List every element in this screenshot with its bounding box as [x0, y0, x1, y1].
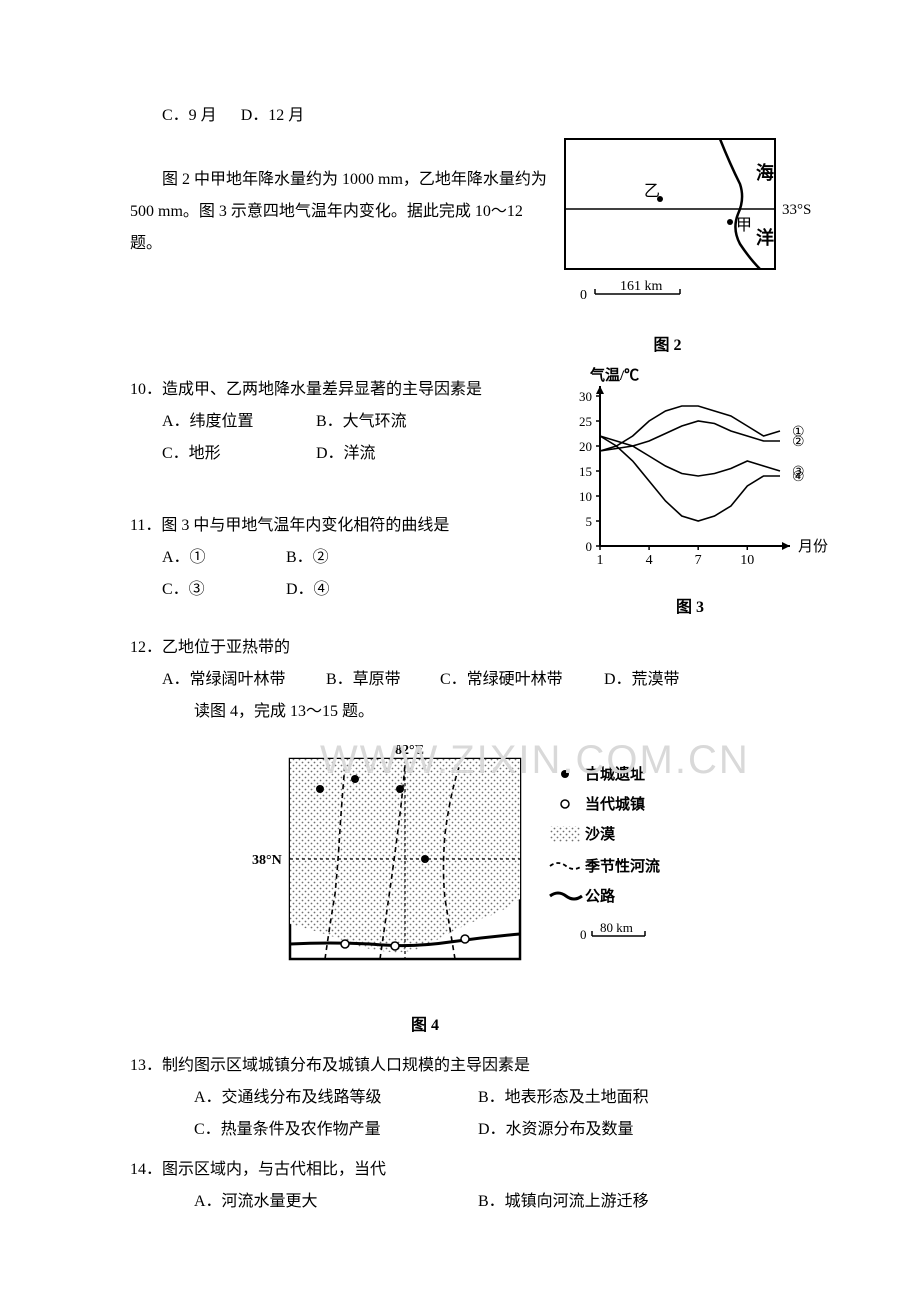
svg-text:10: 10: [579, 489, 592, 504]
figure-4-caption: 图 4: [290, 1010, 560, 1042]
svg-text:季节性河流: 季节性河流: [585, 857, 660, 875]
svg-text:古城遗址: 古城遗址: [585, 765, 645, 783]
svg-text:33°S: 33°S: [782, 202, 811, 218]
figure-2: 乙 甲 海 洋 33°S 0 161 km: [560, 134, 830, 314]
svg-text:5: 5: [586, 514, 593, 529]
q12-d: D．荒漠带: [604, 671, 680, 688]
svg-text:当代城镇: 当代城镇: [585, 795, 645, 813]
svg-text:1: 1: [597, 553, 604, 568]
q12-b: B．草原带: [326, 664, 436, 696]
svg-text:10: 10: [740, 553, 754, 568]
figure-4: 82°E 38°N 古城遗址 当代城镇 沙漠: [250, 734, 710, 994]
q13-stem: 13．制约图示区域城镇分布及城镇人口规模的主导因素是: [130, 1050, 830, 1082]
figure-2-caption: 图 2: [560, 330, 775, 362]
q12-stem: 12．乙地位于亚热带的: [130, 632, 830, 664]
q13-c: C．热量条件及农作物产量: [194, 1114, 474, 1146]
passage-2: 读图 4，完成 13～15 题。: [130, 696, 830, 728]
svg-text:4: 4: [646, 553, 653, 568]
svg-text:30: 30: [579, 389, 592, 404]
svg-text:80 km: 80 km: [600, 920, 633, 935]
q13-opts-2: C．热量条件及农作物产量 D．水资源分布及数量: [130, 1114, 830, 1146]
svg-text:月份: 月份: [798, 538, 828, 555]
q11-c: C．③: [162, 574, 282, 606]
svg-text:82°E: 82°E: [395, 743, 424, 758]
q13-a: A．交通线分布及线路等级: [194, 1082, 474, 1114]
svg-text:15: 15: [579, 464, 592, 479]
svg-text:公路: 公路: [585, 887, 616, 905]
q14-b: B．城镇向河流上游迁移: [478, 1193, 649, 1210]
q11-d: D．④: [286, 581, 330, 598]
figure-3: 气温/℃ 051015202530 14710 月份 ①②③④: [550, 366, 830, 576]
q14-a: A．河流水量更大: [194, 1186, 474, 1218]
q13-opts-1: A．交通线分布及线路等级 B．地表形态及土地面积: [130, 1082, 830, 1114]
q10-a: A．纬度位置: [162, 406, 312, 438]
q10-stem: 10．造成甲、乙两地降水量差异显著的主导因素是: [130, 374, 540, 406]
svg-text:25: 25: [579, 414, 592, 429]
opt-c: C．9 月: [162, 107, 217, 124]
q10-c: C．地形: [162, 438, 312, 470]
svg-text:④: ④: [792, 470, 805, 485]
q10-opts-1: A．纬度位置 B．大气环流: [130, 406, 540, 438]
q10-b: B．大气环流: [316, 413, 407, 430]
svg-text:沙漠: 沙漠: [585, 825, 616, 843]
passage-1: 图 2 中甲地年降水量约为 1000 mm，乙地年降水量约为 500 mm。图 …: [130, 164, 550, 260]
opt-d: D．12 月: [241, 107, 305, 124]
q11-stem: 11．图 3 中与甲地气温年内变化相符的曲线是: [130, 510, 540, 542]
svg-text:0: 0: [580, 927, 587, 942]
svg-text:甲: 甲: [736, 217, 752, 234]
svg-text:气温/℃: 气温/℃: [589, 366, 639, 384]
svg-text:洋: 洋: [756, 227, 774, 248]
svg-text:乙: 乙: [644, 183, 660, 200]
q11-opts-2: C．③ D．④: [130, 574, 540, 606]
svg-text:0: 0: [586, 539, 593, 554]
svg-text:0: 0: [580, 288, 587, 303]
q12-opts: A．常绿阔叶林带 B．草原带 C．常绿硬叶林带 D．荒漠带: [130, 664, 830, 696]
q-prev-options: C．9 月 D．12 月: [130, 100, 830, 132]
q11-a: A．①: [162, 542, 282, 574]
q13-b: B．地表形态及土地面积: [478, 1089, 649, 1106]
svg-text:②: ②: [792, 435, 805, 450]
svg-text:7: 7: [695, 553, 702, 568]
q13-d: D．水资源分布及数量: [478, 1121, 634, 1138]
svg-text:161 km: 161 km: [620, 279, 663, 294]
q11-b: B．②: [286, 549, 329, 566]
q10-d: D．洋流: [316, 445, 376, 462]
svg-text:海: 海: [756, 162, 774, 183]
q14-stem: 14．图示区域内，与古代相比，当代: [130, 1154, 830, 1186]
q12-a: A．常绿阔叶林带: [162, 664, 322, 696]
svg-text:20: 20: [579, 439, 592, 454]
q10-opts-2: C．地形 D．洋流: [130, 438, 540, 470]
svg-text:38°N: 38°N: [252, 853, 282, 868]
q11-opts-1: A．① B．②: [130, 542, 540, 574]
q14-opts-1: A．河流水量更大 B．城镇向河流上游迁移: [130, 1186, 830, 1218]
figure-3-caption: 图 3: [570, 592, 810, 624]
q12-c: C．常绿硬叶林带: [440, 664, 600, 696]
